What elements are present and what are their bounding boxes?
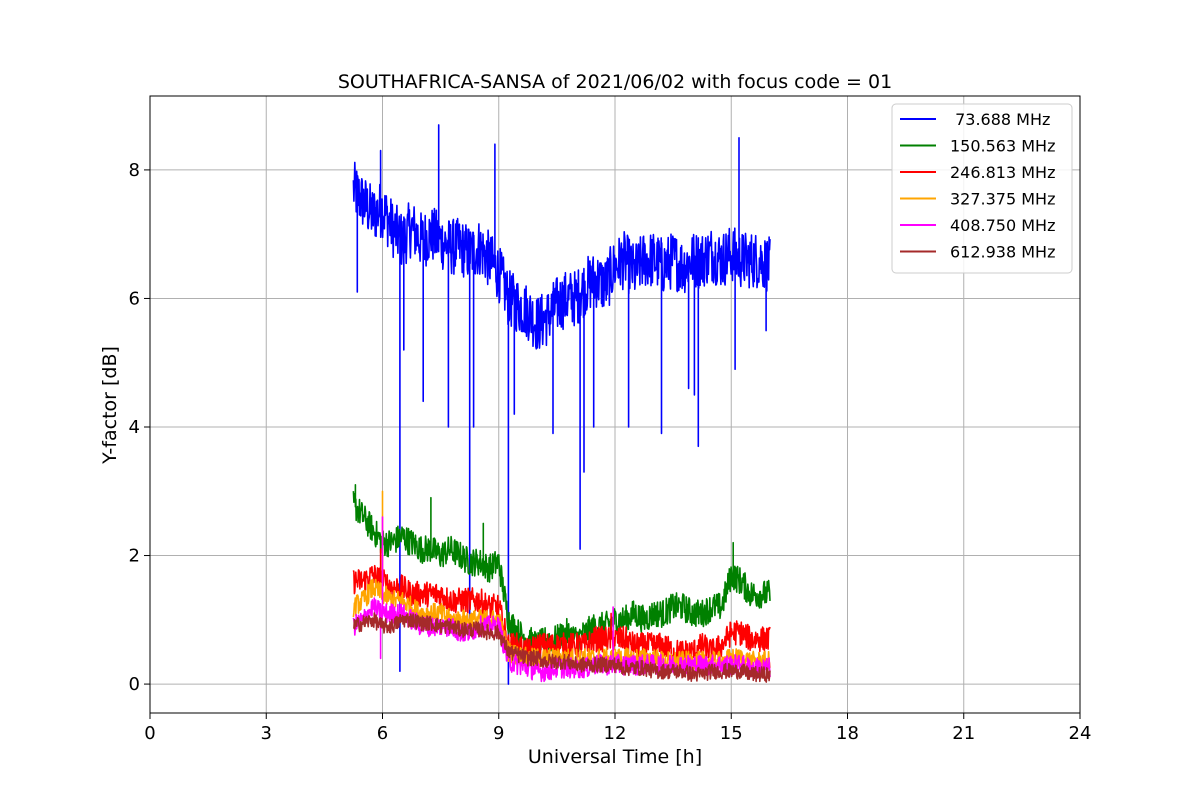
series-line-0 [352,124,771,685]
y-axis: 0 2 4 6 8 [129,160,150,695]
series-layer [352,124,771,685]
x-tick-label-3: 9 [493,723,504,744]
legend-label-2: 246.813 MHz [950,163,1055,182]
series-line-5 [353,612,771,683]
chart-title: SOUTHAFRICA-SANSA of 2021/06/02 with foc… [338,71,892,93]
x-tick-label-7: 21 [952,723,975,744]
x-axis-label: Universal Time [h] [528,746,702,768]
x-axis: 0 3 6 9 12 15 18 21 24 [144,713,1091,744]
series-line-1 [352,484,771,658]
legend-label-3: 327.375 MHz [950,190,1055,209]
legend-label-5: 612.938 MHz [950,243,1055,262]
legend-label-0: 73.688 MHz [950,110,1050,129]
legend: 73.688 MHz 150.563 MHz 246.813 MHz 327.375 … [891,103,1073,274]
x-tick-label-0: 0 [144,723,155,744]
legend-box [891,103,1073,274]
x-tick-label-5: 15 [720,723,743,744]
y-axis-label: Y-factor [dB] [99,346,121,465]
y-tick-label-1: 2 [129,546,140,567]
x-tick-label-4: 12 [604,723,627,744]
x-tick-label-2: 6 [377,723,388,744]
x-tick-label-6: 18 [836,723,859,744]
series-line-2 [352,548,771,665]
y-tick-label-0: 0 [129,674,140,695]
x-tick-label-8: 24 [1069,723,1092,744]
y-tick-label-3: 6 [129,288,140,309]
legend-label-1: 150.563 MHz [950,137,1055,156]
x-tick-label-1: 3 [261,723,272,744]
y-tick-label-2: 4 [129,417,140,438]
y-tick-label-4: 8 [129,160,140,181]
legend-label-4: 408.750 MHz [950,216,1055,235]
